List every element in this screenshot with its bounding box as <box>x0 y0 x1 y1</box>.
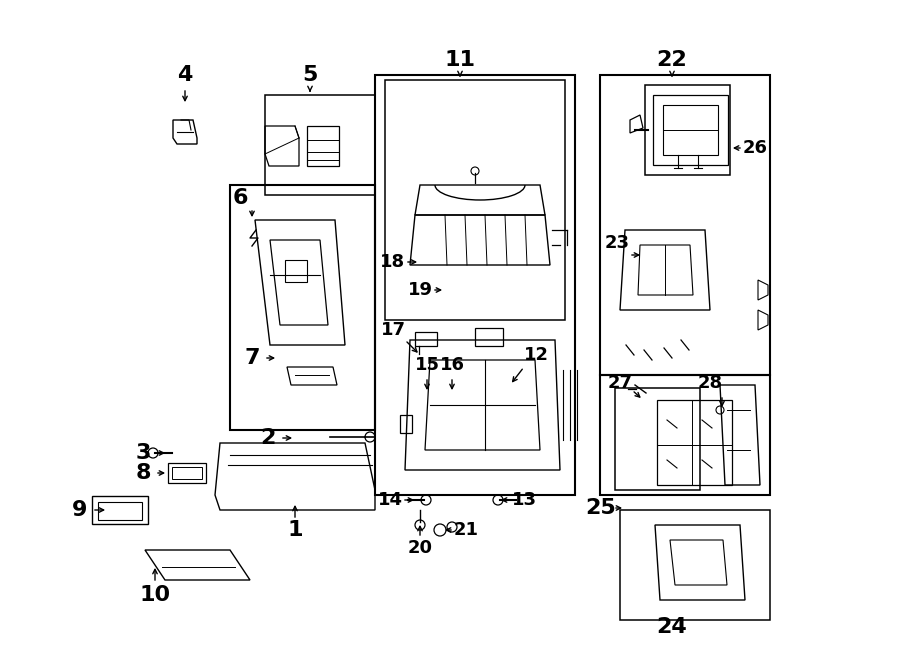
Text: 23: 23 <box>605 234 629 252</box>
Bar <box>92 496 148 524</box>
Text: 22: 22 <box>657 50 688 70</box>
Text: 13: 13 <box>511 491 536 509</box>
Text: 4: 4 <box>177 65 193 85</box>
Bar <box>400 415 412 433</box>
Text: 20: 20 <box>408 539 433 557</box>
Text: 11: 11 <box>445 50 475 70</box>
Text: 7: 7 <box>244 348 260 368</box>
Bar <box>600 75 770 375</box>
Text: 16: 16 <box>439 356 464 374</box>
Text: 26: 26 <box>742 139 768 157</box>
Text: 6: 6 <box>232 188 248 208</box>
Text: 14: 14 <box>377 491 402 509</box>
Text: 5: 5 <box>302 65 318 85</box>
Text: 12: 12 <box>524 346 548 364</box>
Text: 25: 25 <box>586 498 616 518</box>
Text: 18: 18 <box>381 253 406 271</box>
Text: 9: 9 <box>72 500 87 520</box>
Text: 3: 3 <box>135 443 150 463</box>
Bar <box>285 260 307 282</box>
Bar <box>385 80 565 320</box>
Bar <box>657 400 732 485</box>
Bar <box>307 126 339 166</box>
Bar <box>375 75 575 495</box>
Bar <box>663 105 718 155</box>
Text: 8: 8 <box>135 463 151 483</box>
Bar <box>98 502 142 520</box>
Bar <box>415 332 437 346</box>
Bar <box>168 463 206 483</box>
Bar <box>653 95 728 165</box>
Text: 24: 24 <box>657 617 688 637</box>
Text: 15: 15 <box>415 356 439 374</box>
Bar <box>172 467 202 479</box>
Bar <box>615 388 700 490</box>
Text: 19: 19 <box>408 281 433 299</box>
Bar <box>600 375 770 495</box>
Text: 2: 2 <box>260 428 275 448</box>
Text: 21: 21 <box>454 521 479 539</box>
Text: 28: 28 <box>698 374 723 392</box>
Bar <box>620 510 770 620</box>
Text: 1: 1 <box>287 520 302 540</box>
Text: 10: 10 <box>140 585 171 605</box>
Bar <box>265 95 375 195</box>
Text: 27: 27 <box>608 374 633 392</box>
Text: 17: 17 <box>381 321 406 339</box>
Bar <box>230 185 375 430</box>
Bar <box>645 85 730 175</box>
Bar <box>475 328 503 346</box>
